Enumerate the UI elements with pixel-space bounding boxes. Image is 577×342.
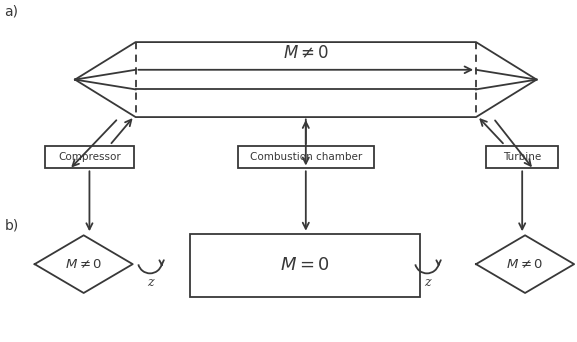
Text: $M = 0$: $M = 0$ bbox=[280, 256, 330, 274]
Bar bbox=[486, 146, 559, 168]
Text: $M \neq 0$: $M \neq 0$ bbox=[507, 258, 544, 271]
Bar bbox=[190, 234, 420, 297]
Text: $M \neq 0$: $M \neq 0$ bbox=[65, 258, 102, 271]
Bar bbox=[238, 146, 374, 168]
Text: z: z bbox=[424, 276, 430, 289]
Text: Turbine: Turbine bbox=[503, 153, 541, 162]
Text: $M \neq 0$: $M \neq 0$ bbox=[283, 45, 329, 62]
Text: Compressor: Compressor bbox=[58, 153, 121, 162]
Text: z: z bbox=[147, 276, 153, 289]
Text: b): b) bbox=[5, 218, 19, 232]
Text: a): a) bbox=[5, 4, 18, 18]
Bar bbox=[45, 146, 134, 168]
Text: Combustion chamber: Combustion chamber bbox=[250, 153, 362, 162]
